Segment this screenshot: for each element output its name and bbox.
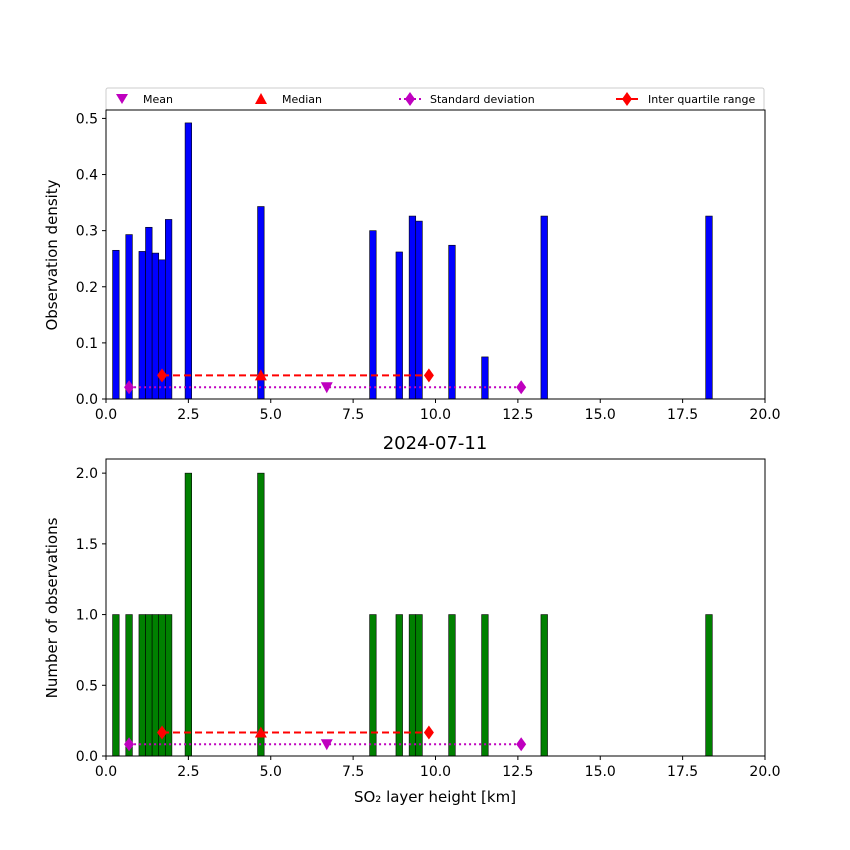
density-y-tick-label: 0.0 — [76, 392, 98, 408]
std-marker-icon — [405, 92, 415, 106]
legend-item-median: Median — [255, 93, 322, 106]
density-bar-10 — [369, 230, 377, 400]
count-x-tick-label: 7.5 — [342, 764, 364, 780]
density-bar-5 — [151, 252, 160, 400]
density-y-tick-label: 0.5 — [76, 111, 98, 127]
density-mean-marker — [320, 382, 333, 394]
density-bar-11 — [395, 251, 403, 400]
density-bar-7 — [165, 219, 173, 400]
density-y-tick-label: 0.3 — [76, 224, 98, 240]
count-bar-15 — [481, 614, 489, 757]
density-x-tick-label: 5.0 — [260, 407, 282, 423]
density-bar-4 — [145, 226, 153, 400]
density-bar-3 — [138, 251, 146, 400]
count-y-tick-label: 1.0 — [76, 608, 98, 624]
density-bar-15 — [481, 356, 489, 400]
count-y-axis-label: Number of observations — [43, 517, 61, 698]
legend-item-std: Standard deviation — [399, 92, 535, 106]
count-bar-2 — [125, 614, 133, 757]
count-bar-7 — [165, 614, 173, 757]
count-bar-16 — [540, 614, 548, 757]
count-median-marker — [254, 726, 267, 738]
density-bar-17 — [705, 215, 713, 400]
legend-label-iqr: Inter quartile range — [648, 93, 755, 106]
legend: Mean Median Standard deviation Inter qua… — [105, 87, 765, 111]
density-bar-1 — [112, 249, 120, 400]
count-bar-4 — [145, 614, 153, 757]
count-x-axis-label: SO₂ layer height [km] — [354, 788, 516, 806]
density-y-axis: 0.0 0.1 0.2 0.3 0.4 0.5 — [76, 111, 106, 408]
density-y-axis-label: Observation density — [43, 179, 61, 330]
count-x-tick-label: 10.0 — [420, 764, 451, 780]
count-y-tick-label: 1.5 — [76, 537, 98, 553]
count-x-tick-label: 20.0 — [749, 764, 780, 780]
count-std-marker-2 — [516, 737, 527, 752]
density-x-tick-label: 2.5 — [177, 407, 199, 423]
count-mean-marker — [320, 739, 333, 751]
count-bar-10 — [369, 614, 377, 757]
count-bar-11 — [395, 614, 403, 757]
count-x-tick-label: 5.0 — [260, 764, 282, 780]
legend-label-mean: Mean — [143, 93, 173, 106]
density-std-marker-1 — [124, 380, 135, 395]
density-bar-14 — [448, 244, 456, 400]
legend-label-std: Standard deviation — [430, 93, 535, 106]
density-iqr-marker-2 — [423, 368, 434, 383]
count-x-tick-label: 12.5 — [502, 764, 533, 780]
mean-marker-icon — [116, 94, 128, 104]
count-std-marker-1 — [124, 737, 135, 752]
density-chart: 0.0 2.5 5.0 7.5 10.0 12.5 15.0 17.5 20.0 0.00.10… — [43, 109, 781, 423]
density-iqr-marker-1 — [157, 368, 168, 383]
density-bar-16 — [540, 215, 548, 400]
count-bar-17 — [705, 614, 713, 757]
density-std-marker-2 — [516, 380, 527, 395]
count-bar-12 — [408, 614, 417, 757]
count-bar-13 — [415, 614, 423, 757]
density-bar-12 — [408, 215, 417, 400]
count-x-tick-label: 2.5 — [177, 764, 199, 780]
legend-item-mean: Mean — [116, 93, 173, 106]
density-x-tick-label: 7.5 — [342, 407, 364, 423]
count-y-tick-label: 0.0 — [76, 749, 98, 765]
count-bar-14 — [448, 614, 456, 757]
density-x-tick-label: 15.0 — [585, 407, 616, 423]
median-marker-icon — [255, 93, 267, 104]
count-x-tick-label: 0.0 — [95, 764, 117, 780]
count-chart-title: 2024-07-11 — [383, 433, 488, 454]
count-x-tick-label: 15.0 — [585, 764, 616, 780]
density-x-tick-label: 12.5 — [502, 407, 533, 423]
density-x-tick-label: 0.0 — [95, 407, 117, 423]
density-bar-8 — [184, 122, 192, 400]
count-iqr-marker-2 — [423, 725, 434, 740]
density-x-tick-label: 20.0 — [749, 407, 780, 423]
count-chart: 2024-07-11 0.0 2.5 5.0 7.5 10.0 12.5 15.0 17.5 2… — [43, 433, 781, 806]
density-median-marker — [254, 369, 267, 381]
density-bar-2 — [125, 234, 133, 400]
count-y-tick-label: 2.0 — [76, 466, 98, 482]
count-bar-5 — [151, 614, 160, 757]
density-bar-13 — [415, 220, 423, 400]
count-bar-8 — [184, 472, 192, 757]
count-y-tick-label: 0.5 — [76, 678, 98, 694]
count-iqr-marker-1 — [157, 725, 168, 740]
density-stats — [124, 368, 527, 395]
density-y-tick-label: 0.4 — [76, 168, 98, 184]
density-x-tick-label: 10.0 — [420, 407, 451, 423]
count-bar-9 — [257, 472, 265, 757]
iqr-marker-icon — [622, 92, 632, 106]
density-bars — [112, 122, 713, 400]
density-y-tick-label: 0.1 — [76, 336, 98, 352]
count-stats — [124, 725, 527, 752]
density-x-tick-label: 17.5 — [667, 407, 698, 423]
count-bar-1 — [112, 614, 120, 757]
density-y-tick-label: 0.2 — [76, 280, 98, 296]
count-bar-3 — [138, 614, 146, 757]
count-x-axis: 0.0 2.5 5.0 7.5 10.0 12.5 15.0 17.5 20.0 — [95, 756, 781, 780]
density-x-axis: 0.0 2.5 5.0 7.5 10.0 12.5 15.0 17.5 20.0 — [95, 399, 781, 423]
legend-item-iqr: Inter quartile range — [616, 92, 755, 106]
legend-label-median: Median — [282, 93, 322, 106]
count-y-axis: 0.0 0.5 1.0 1.5 2.0 — [76, 466, 106, 765]
count-x-tick-label: 17.5 — [667, 764, 698, 780]
